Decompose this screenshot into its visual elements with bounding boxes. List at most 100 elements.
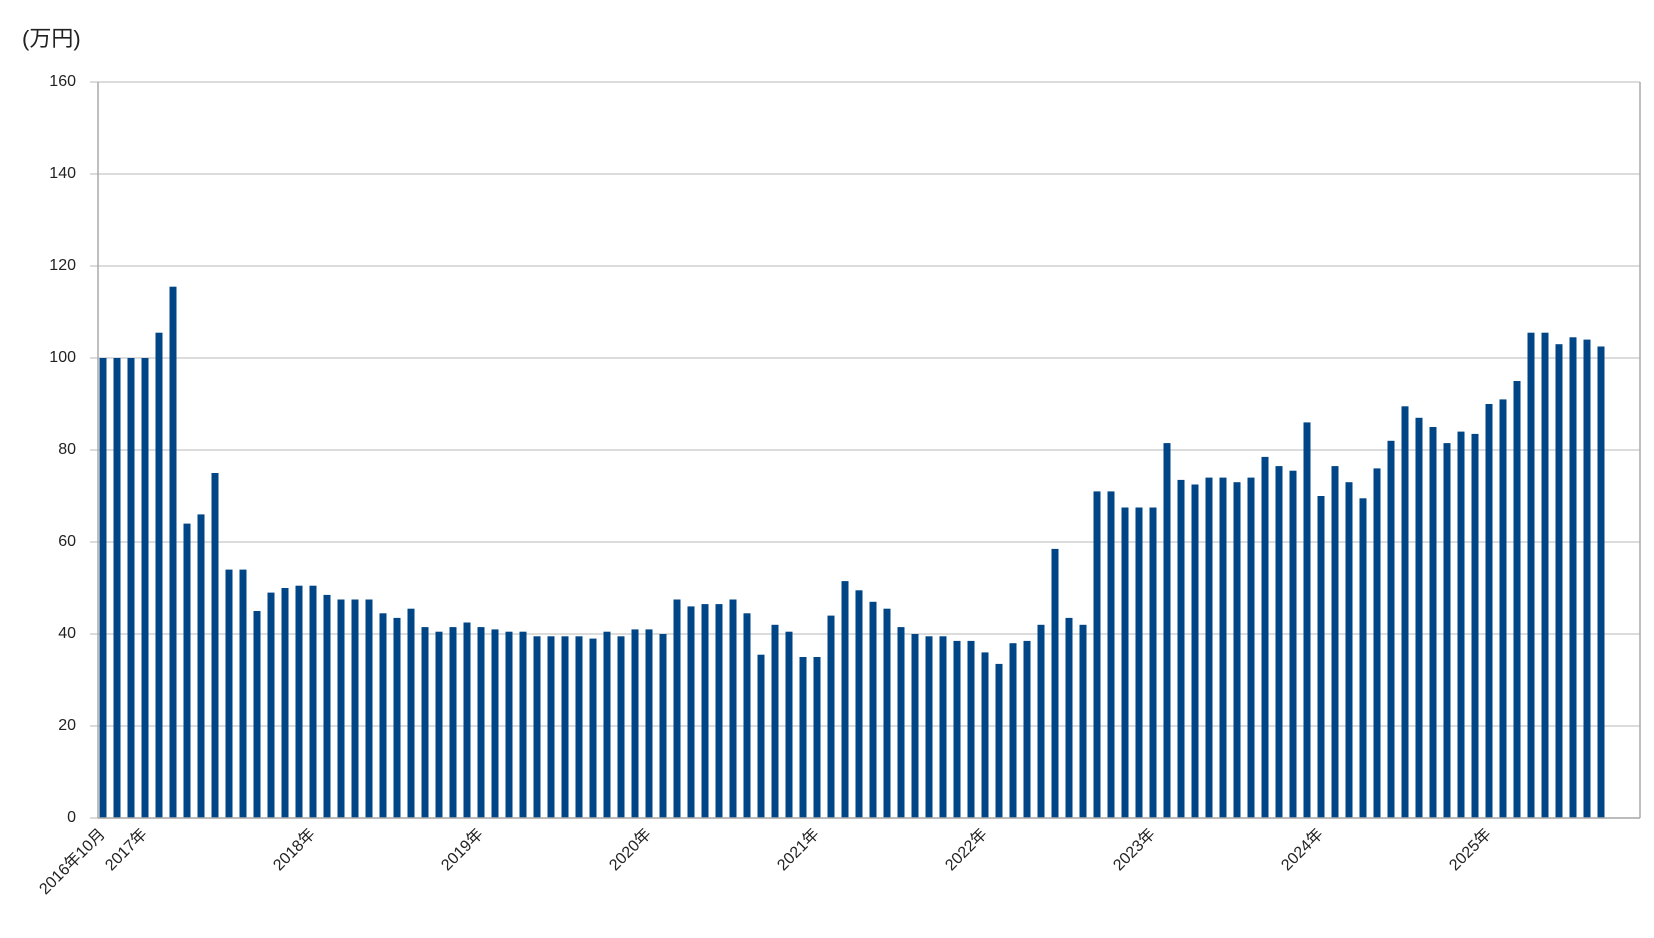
bar [981, 652, 989, 818]
bar [617, 636, 625, 818]
y-tick-label: 100 [49, 349, 76, 366]
bar [897, 627, 905, 818]
bar [827, 615, 835, 818]
y-tick-label: 20 [58, 717, 76, 734]
bar [169, 286, 177, 818]
bar [407, 608, 415, 818]
y-tick-label: 160 [49, 73, 76, 90]
bar [1541, 332, 1549, 818]
bar [547, 636, 555, 818]
bar [1317, 496, 1325, 818]
bar [1163, 443, 1171, 818]
bar [1121, 507, 1129, 818]
bar [1569, 337, 1577, 818]
bar [1597, 346, 1605, 818]
bar [477, 627, 485, 818]
bar [1485, 404, 1493, 818]
bar [855, 590, 863, 818]
bar [1443, 443, 1451, 818]
bar [813, 657, 821, 818]
bar [295, 585, 303, 818]
bar [1205, 477, 1213, 818]
bar [1555, 344, 1563, 818]
bar [1177, 479, 1185, 818]
bar [1303, 422, 1311, 818]
y-tick-label: 80 [58, 441, 76, 458]
bar [645, 629, 653, 818]
bar [715, 604, 723, 818]
bar [435, 631, 443, 818]
bar [785, 631, 793, 818]
x-tick-label: 2019年 [438, 825, 487, 874]
x-tick-label: 2020年 [606, 825, 655, 874]
bar [267, 592, 275, 818]
bar [967, 640, 975, 818]
bar [211, 473, 219, 818]
bar [1149, 507, 1157, 818]
bar [1275, 466, 1283, 818]
bar [127, 358, 135, 818]
bar [995, 663, 1003, 818]
bar [757, 654, 765, 818]
x-tick-label: 2016年10月 [36, 825, 109, 898]
bar [491, 629, 499, 818]
bar [883, 608, 891, 818]
bar [729, 599, 737, 818]
bar [603, 631, 611, 818]
bar [925, 636, 933, 818]
bar [1359, 498, 1367, 818]
x-tick-label: 2021年 [774, 825, 823, 874]
bar [1037, 624, 1045, 818]
x-tick-label: 2017年 [102, 825, 151, 874]
bar [575, 636, 583, 818]
y-tick-label: 40 [58, 625, 76, 642]
bar [1051, 548, 1059, 818]
bar [561, 636, 569, 818]
y-tick-label: 60 [58, 533, 76, 550]
bar [323, 594, 331, 818]
bar [1583, 339, 1591, 818]
bar [1023, 640, 1031, 818]
bar [1219, 477, 1227, 818]
y-tick-label: 120 [49, 257, 76, 274]
bar [771, 624, 779, 818]
bar [1513, 381, 1521, 818]
bar [1415, 417, 1423, 818]
bar [1457, 431, 1465, 818]
bar [841, 581, 849, 818]
bar [911, 634, 919, 818]
bar [939, 636, 947, 818]
bar [463, 622, 471, 818]
bar [309, 585, 317, 818]
bar [1247, 477, 1255, 818]
bar [1107, 491, 1115, 818]
bar [337, 599, 345, 818]
bar [869, 601, 877, 818]
bar [449, 627, 457, 818]
bar [155, 332, 163, 818]
bar [225, 569, 233, 818]
bar [351, 599, 359, 818]
bar [673, 599, 681, 818]
bar [519, 631, 527, 818]
bar [1065, 617, 1073, 818]
bar [1093, 491, 1101, 818]
bar [1233, 482, 1241, 818]
y-tick-label: 140 [49, 165, 76, 182]
bar [197, 514, 205, 818]
y-axis-label: (万円) [22, 26, 81, 51]
bar [1079, 624, 1087, 818]
bar [1387, 440, 1395, 818]
bar [1191, 484, 1199, 818]
bar [687, 606, 695, 818]
bar [379, 613, 387, 818]
bar [1009, 643, 1017, 818]
bar [1499, 399, 1507, 818]
bar [1471, 433, 1479, 818]
bar [589, 638, 597, 818]
x-tick-label: 2022年 [942, 825, 991, 874]
x-tick-label: 2023年 [1110, 825, 1159, 874]
x-tick-label: 2025年 [1446, 825, 1495, 874]
y-tick-label: 0 [67, 809, 76, 826]
bar [239, 569, 247, 818]
